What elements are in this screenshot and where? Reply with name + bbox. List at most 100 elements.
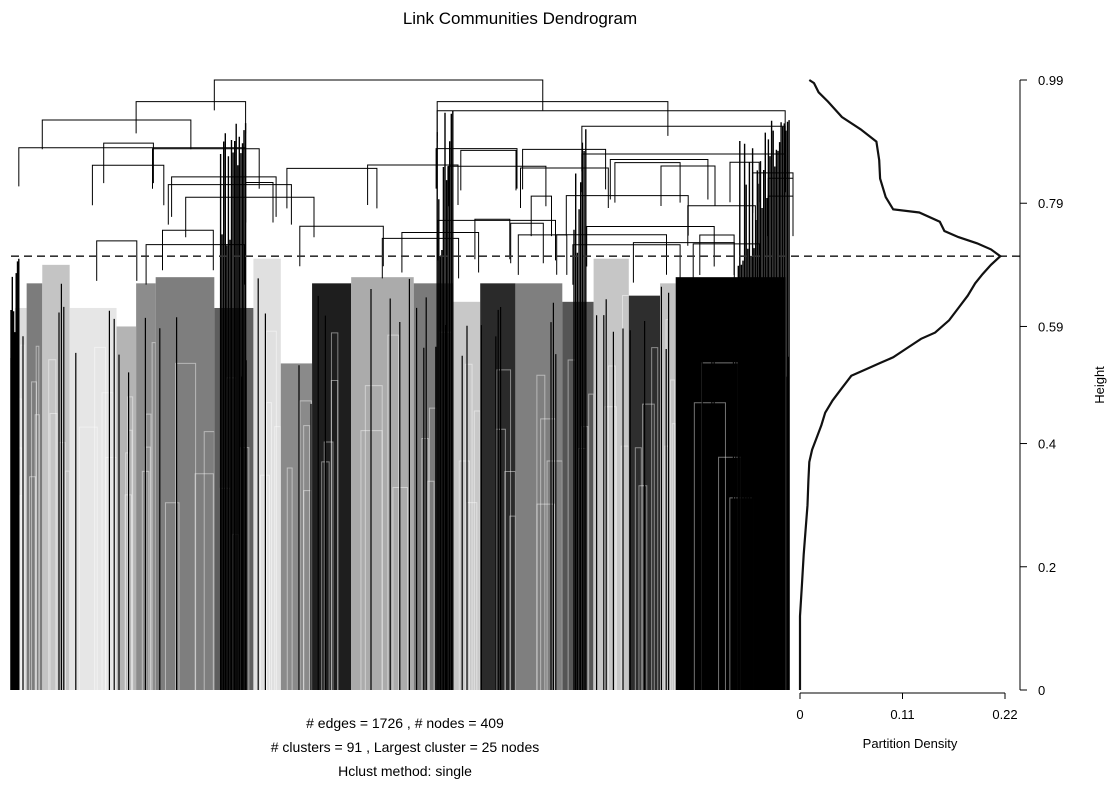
x-tick-label: 0 [796,707,803,722]
y-tick-label: 0 [1038,683,1045,698]
dendrogram-branch-line [510,222,544,264]
dendrogram-subcluster-branch [642,403,655,690]
x-axis-label: Partition Density [863,736,958,751]
dendrogram-branch-line [435,148,518,189]
dendrogram-subcluster-branch [464,363,473,690]
dendrogram-branch-line [245,182,274,223]
dendrogram-dense-region [737,120,790,690]
dendrogram-branch-line [167,184,292,225]
dendrogram-subcluster-branch [164,502,180,690]
dendrogram-subcluster-branch [607,365,616,690]
dendrogram-subcluster-branch [323,441,334,690]
dendrogram-subcluster-branch [693,402,726,690]
dendrogram-subcluster-branch [194,473,214,690]
dendrogram-subcluster-branch [29,476,37,690]
dendrogram-dense-region [219,123,247,690]
dendrogram-subcluster-branch [634,447,642,690]
dendrogram-cluster-block [660,283,676,690]
dendrogram-branch-line [367,164,459,205]
dendrogram-subcluster-branch [127,396,134,690]
y-axis-label: Height [1092,366,1107,404]
dendrogram-cluster-block [515,283,563,690]
dendrogram-branch-line [699,234,735,275]
dendrogram-branch-line [171,176,277,217]
dendrogram-branch-line [572,244,681,285]
dendrogram-merge-line [18,147,247,187]
dendrogram-branch-line [687,205,756,246]
density-axes: 0 0.11 0.22 0 0.2 0.4 0.59 0.79 0.99 [796,73,1063,722]
dendrogram-subcluster-branch [31,381,38,690]
x-tick-label: 0.22 [992,707,1017,722]
dendrogram-branch-line [145,244,246,285]
dendrogram-branch-line [437,219,556,261]
dendrogram-cluster-block [155,277,215,690]
dendrogram-merge-line [581,125,786,172]
dendrogram-subcluster-branch [48,359,57,690]
dendrogram-subcluster-branch [265,330,277,690]
dendrogram-subcluster-branch [266,402,272,690]
dendrogram-subcluster-branch [364,385,383,690]
dendrogram-branch-line [474,218,511,260]
dendrogram-subcluster-branch [303,425,311,690]
dendrogram-subcluster-branch [670,379,676,690]
dendrogram-cluster-block [26,283,43,690]
dendrogram-subcluster-branch [427,480,435,690]
dendrogram-subcluster-branch [671,423,676,690]
dendrogram-branch-line [530,195,552,237]
summary-line-1: # edges = 1726 , # nodes = 409 [306,715,504,731]
dendrogram-branch-line [752,172,794,213]
dendrogram-branch-line [729,161,760,203]
dendrogram-subcluster-branch [330,332,339,690]
x-tick-label: 0.11 [890,707,914,722]
dendrogram-subcluster-branch [387,334,400,690]
dendrogram-subcluster-branch [274,426,282,690]
dendrogram-merge-lines [18,79,794,285]
dendrogram-subcluster-branch [78,426,98,690]
dendrogram-merge-line [41,119,192,150]
y-tick-label: 0.4 [1038,437,1056,452]
dendrogram-branch-line [609,159,709,200]
dendrogram-subcluster-branch [101,392,114,690]
dendrogram-branch-line [152,148,260,189]
dendrogram-branch-line [381,237,460,279]
dendrogram-branch-line [91,164,165,206]
dendrogram-branch-line [520,167,609,208]
dendrogram-cluster-block [351,277,414,690]
dendrogram-subcluster-branch [49,412,58,690]
dendrogram-branch-line [614,162,681,203]
y-tick-label: 0.99 [1038,73,1063,88]
dendrogram-branch-line [522,148,607,190]
y-tick-label: 0.79 [1038,196,1063,211]
dendrogram-branch-line [162,229,214,271]
dendrogram-merge-line [436,101,669,136]
dendrogram-subcluster-branch [638,485,648,690]
dendrogram-branch-line [660,165,716,206]
dendrogram-subcluster-branch [175,362,197,690]
dendrogram-branch-line [401,232,480,273]
dendrogram-subcluster-branch [35,345,40,690]
dendrogram-branch-line [692,243,761,284]
dendrogram-dense-region [436,110,454,690]
dendrogram-branch-line [448,165,547,207]
dendrogram-branch-line [299,225,384,267]
dendrogram-subcluster-branch [421,438,429,690]
dendrogram-subcluster-branch [286,467,293,690]
dendrogram-subcluster-branch [496,369,512,690]
dendrogram-branch-line [103,142,154,184]
dendrogram-subcluster-branch [94,346,107,690]
dendrogram-cluster-block [116,326,137,690]
dendrogram-dense-region [10,258,20,690]
dendrogram-branch-line [767,195,794,237]
dendrogram-subcluster-branch [458,460,470,690]
dendrogram-branch-line [586,226,715,267]
dendrogram-branch-line [286,167,378,209]
y-tick-label: 0.2 [1038,560,1056,575]
dendrogram-branch-line [460,149,517,191]
dendrogram-cluster-block [42,264,70,690]
dendrogram-cluster-block [14,307,27,690]
dendrogram-subcluster-branch [536,503,555,690]
dendrogram-merge-line [135,101,247,134]
dendrogram-merge-line [213,79,544,111]
dendrogram-branch-line [96,240,138,281]
